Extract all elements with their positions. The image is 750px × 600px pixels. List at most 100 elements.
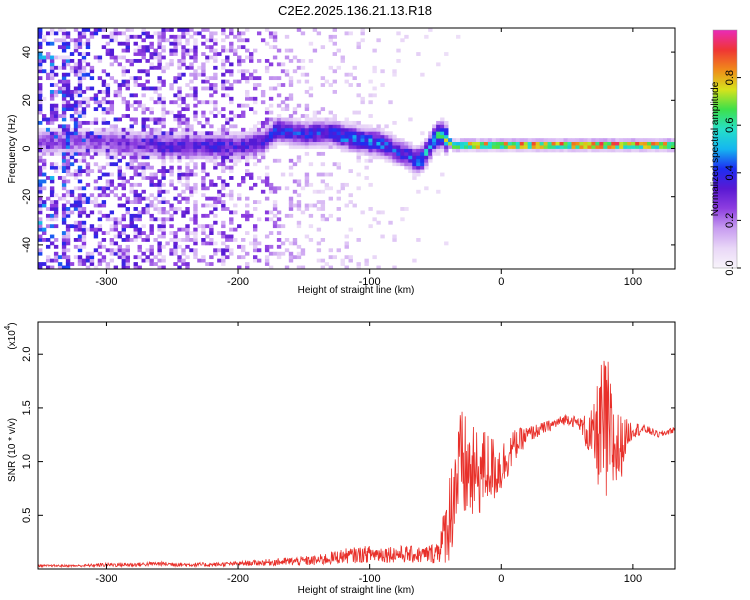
heatmap-cell: [471, 138, 477, 143]
heatmap-cell: [252, 100, 258, 105]
heatmap-cell: [169, 110, 174, 115]
heatmap-cell: [300, 251, 306, 256]
heatmap-cell: [97, 151, 103, 156]
heatmap-cell: [101, 127, 107, 132]
heatmap-cell: [408, 158, 413, 163]
heatmap-cell: [38, 110, 43, 115]
heatmap-cell: [328, 172, 334, 177]
heatmap-cell: [320, 238, 326, 242]
heatmap-cell: [280, 224, 286, 229]
heatmap-cell: [77, 151, 83, 156]
heatmap-cell: [61, 213, 67, 218]
heatmap-cell: [320, 117, 326, 122]
heatmap-cell: [149, 179, 154, 184]
heatmap-cell: [643, 141, 648, 146]
heatmap-cell: [77, 58, 83, 63]
heatmap-cell: [336, 162, 341, 167]
heatmap-cell: [372, 48, 377, 53]
heatmap-cell: [575, 141, 580, 146]
heatmap-cell: [117, 176, 123, 180]
heatmap-cell: [41, 262, 47, 266]
heatmap-cell: [81, 241, 87, 246]
heatmap-cell: [651, 148, 656, 153]
heatmap-cell: [356, 45, 361, 50]
heatmap-cell: [623, 148, 628, 153]
heatmap-cell: [209, 55, 214, 60]
heatmap-cell: [65, 103, 71, 108]
heatmap-cell: [121, 255, 126, 260]
heatmap-cell: [241, 141, 246, 146]
heatmap-cell: [141, 162, 146, 167]
heatmap-cell: [352, 203, 357, 208]
heatmap-cell: [38, 182, 43, 187]
heatmap-cell: [268, 131, 274, 136]
heatmap-cell: [81, 55, 87, 60]
snr-x-tick-label: -200: [227, 573, 249, 585]
heatmap-cell: [213, 196, 218, 201]
heatmap-cell: [420, 141, 425, 146]
heatmap-cell: [229, 169, 234, 173]
heatmap-cell: [332, 141, 337, 146]
heatmap-cell: [73, 200, 79, 204]
heatmap-cell: [221, 124, 226, 129]
heatmap-cell: [161, 255, 166, 260]
heatmap-cell: [201, 52, 206, 56]
heatmap-cell: [396, 31, 401, 36]
heatmap-cell: [659, 145, 664, 149]
colorbar-tick-label: 0.8: [724, 70, 736, 85]
heatmap-cell: [61, 179, 67, 184]
heatmap-cell: [603, 138, 608, 143]
heatmap-cell: [113, 134, 119, 139]
heatmap-cell: [38, 172, 43, 177]
heatmap-cell: [177, 65, 182, 70]
heatmap-cell: [388, 158, 393, 163]
heatmap-cell: [511, 148, 517, 153]
heatmap-cell: [38, 86, 43, 91]
heatmap-cell: [352, 134, 357, 139]
heatmap-cell: [177, 28, 182, 32]
heatmap-cell: [384, 148, 389, 153]
heatmap-cell: [129, 217, 134, 222]
heatmap-cell: [276, 117, 282, 122]
heatmap-cell: [320, 217, 326, 222]
heatmap-cell: [245, 265, 250, 269]
heatmap-cell: [109, 131, 115, 136]
heatmap-cell: [205, 79, 210, 84]
heatmap-cell: [149, 213, 154, 218]
heatmap-cell: [205, 117, 210, 122]
heatmap-cell: [77, 72, 83, 77]
heatmap-cell: [109, 182, 115, 187]
heatmap-cell: [61, 124, 67, 129]
heatmap-cell: [272, 213, 278, 218]
heatmap-cell: [69, 52, 75, 56]
heatmap-cell: [77, 138, 83, 143]
heatmap-cell: [304, 182, 310, 187]
heatmap-cell: [368, 138, 373, 143]
heatmap-cell: [41, 38, 47, 43]
heatmap-cell: [264, 41, 270, 46]
heatmap-cell: [149, 55, 154, 60]
heatmap-cell: [117, 182, 123, 187]
heatmap-cell: [225, 145, 230, 149]
heatmap-cell: [77, 210, 83, 215]
heatmap-cell: [213, 107, 218, 112]
heatmap-cell: [105, 89, 111, 94]
heatmap-cell: [284, 131, 290, 136]
heatmap-cell: [73, 141, 79, 146]
heatmap-cell: [69, 58, 75, 63]
heatmap-cell: [149, 200, 154, 204]
heatmap-cell: [121, 231, 126, 235]
heatmap-cell: [639, 141, 644, 146]
heatmap-cell: [85, 151, 91, 156]
heatmap-cell: [396, 145, 401, 149]
heatmap-cell: [177, 114, 182, 118]
heatmap-cell: [125, 151, 130, 156]
heatmap-cell: [121, 262, 126, 266]
heatmap-cell: [225, 255, 230, 260]
heatmap-cell: [276, 158, 282, 163]
heatmap-cell: [165, 189, 170, 194]
heatmap-cell: [185, 210, 190, 215]
heatmap-cell: [45, 217, 51, 222]
heatmap-cell: [89, 96, 95, 101]
heatmap-cell: [117, 203, 123, 208]
